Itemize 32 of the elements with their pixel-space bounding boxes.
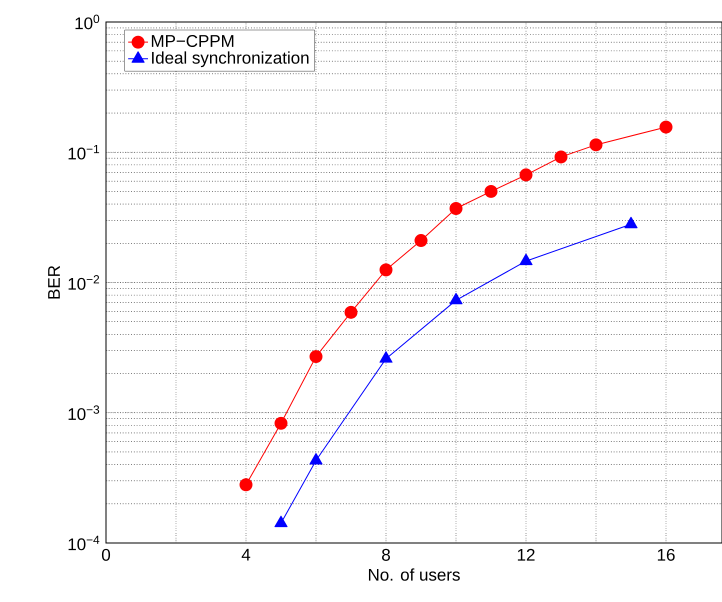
point [554, 150, 568, 164]
y-tick-label: 10$^{−3}$ [68, 405, 100, 420]
point [484, 184, 498, 198]
point [449, 292, 463, 304]
x-tick-label: 8 [382, 548, 390, 561]
point [309, 453, 323, 464]
legend-label: MP−CPPM [152, 34, 234, 47]
x-tick-label: 12 [518, 548, 535, 561]
point [379, 351, 393, 363]
point [310, 350, 322, 364]
point [344, 306, 358, 319]
y-tick-label: 10$^{−4}$ [68, 536, 100, 550]
point [274, 516, 288, 528]
point [274, 416, 288, 430]
x-tick-label: 16 [658, 548, 675, 561]
y-axis-title: BER [48, 266, 60, 299]
x-tick-label: 4 [242, 548, 250, 561]
x-tick-label: 0 [102, 548, 110, 561]
y-tick-label: 10$^{0}$ [76, 14, 100, 30]
point [520, 168, 532, 182]
point [240, 478, 252, 492]
point [519, 254, 533, 266]
point [624, 216, 638, 228]
point [450, 202, 462, 215]
point [660, 120, 672, 134]
legend-label: Ideal synchronization [152, 51, 308, 68]
point [590, 138, 602, 152]
y-tick-label: 10$^{−2}$ [68, 275, 100, 290]
y-tick-label: 10$^{−1}$ [68, 144, 100, 160]
point [380, 263, 392, 276]
x-axis-title: No. of users [368, 568, 460, 581]
point [414, 234, 428, 248]
